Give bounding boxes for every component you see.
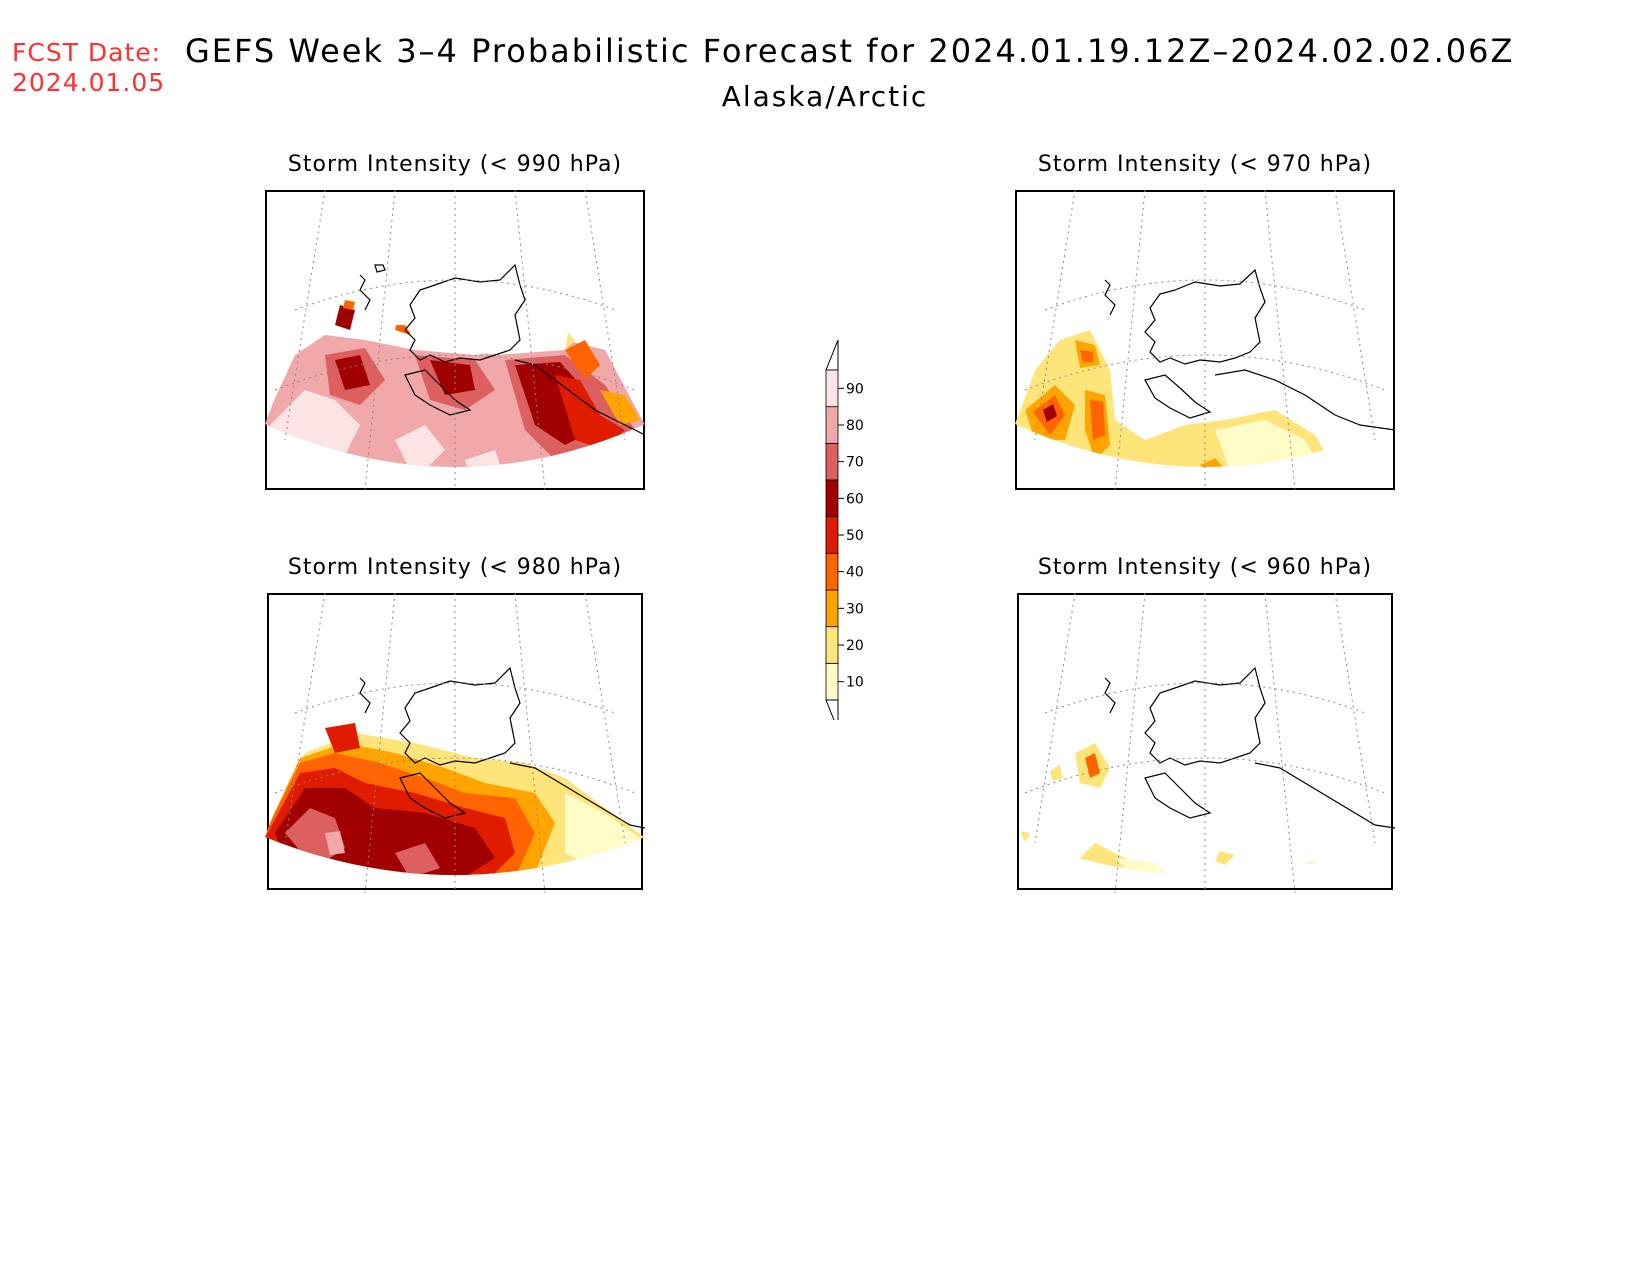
panel-title: Storm Intensity (< 970 hPa) [1037,152,1373,177]
coastline [374,264,386,273]
legend-label: 40 [846,565,864,581]
map-panel-960: Storm Intensity (< 960 hPa) [1015,553,1395,898]
legend-swatch [825,442,839,481]
prob-area-40 [565,340,600,380]
coastline [359,274,371,311]
land-mask [1100,260,1395,420]
map-960 [1017,593,1395,893]
legend-label: 70 [846,455,864,471]
fcst-date-value: 2024.01.05 [12,68,166,97]
legend-label: 30 [846,601,864,617]
coastline [1144,666,1266,766]
map-980 [265,593,645,893]
panel-title: Storm Intensity (< 960 hPa) [1037,555,1373,580]
prob-area-90 [465,450,505,467]
legend-swatch [825,552,839,591]
map-panel-990: Storm Intensity (< 990 hPa) [265,150,645,495]
coastline [1104,279,1116,316]
legend-label: 20 [846,638,864,654]
prob-area-20 [1050,765,1063,781]
legend-end-top [825,339,839,371]
color-legend: 10 20 30 40 50 60 70 80 90 [825,339,864,720]
legend-label: 50 [846,528,864,544]
prob-area-60 [1043,404,1057,422]
prob-area-40 [343,300,355,310]
prob-area-50 [325,723,360,753]
map-970 [1015,190,1395,491]
coastline [1104,677,1116,714]
prob-area-40 [1080,350,1093,362]
coastline [1144,772,1212,819]
coastline [399,666,521,766]
land-mask [360,668,575,768]
legend-swatch [825,406,839,444]
legend-swatch [825,662,839,701]
prob-area-90 [395,425,445,467]
prob-area-20 [1215,851,1235,865]
prob-area-30 [600,390,640,425]
prob-area-80 [325,831,345,855]
coastline [509,762,645,829]
coastline [1214,369,1395,431]
legend-swatch [825,626,839,664]
map-panel-980: Storm Intensity (< 980 hPa) [265,553,645,898]
prob-area-60 [335,305,355,330]
legend-label: 80 [846,418,864,434]
legend-swatch [825,516,839,554]
legend-label: 60 [846,491,864,507]
coastline [1144,268,1266,365]
page-title: GEFS Week 3–4 Probabilistic Forecast for… [185,32,1515,70]
prob-area-20 [1020,831,1030,843]
land-mask [355,270,570,355]
map-panel-970: Storm Intensity (< 970 hPa) [1015,150,1395,495]
coastline [1254,762,1395,829]
fcst-date-label: FCST Date: [12,38,162,67]
coastline [359,677,371,714]
prob-area-40 [1090,400,1105,440]
legend-label: 90 [846,381,864,397]
coastline [399,772,467,819]
prob-area-10 [1115,858,1175,875]
panel-title: Storm Intensity (< 980 hPa) [287,555,623,580]
coastline [514,359,645,436]
prob-area-70 [395,843,440,875]
prob-area-30 [1200,458,1225,467]
legend-swatch [825,589,839,628]
panel-title: Storm Intensity (< 990 hPa) [287,152,623,177]
coastline [404,263,526,363]
legend-swatch [825,479,839,518]
prob-area-60 [335,355,370,390]
legend-label: 10 [846,675,864,691]
prob-area-40 [1085,753,1100,778]
coastline [404,369,472,416]
map-990 [265,190,645,491]
legend-swatch [825,369,839,408]
region-subtitle: Alaska/Arctic [721,80,929,113]
prob-area-10 [1215,420,1325,467]
coastline [1144,374,1212,419]
legend-end-bottom [825,699,839,720]
